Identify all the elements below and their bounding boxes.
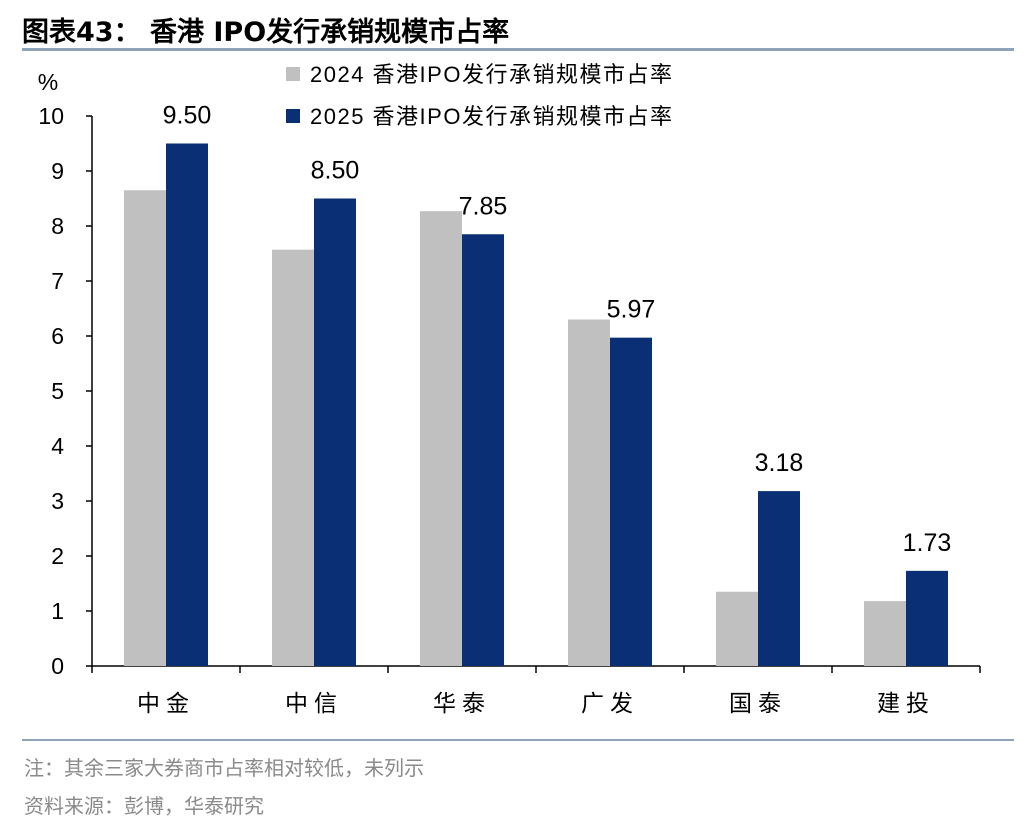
y-tick-label: 6	[51, 323, 64, 349]
legend-swatch	[286, 67, 300, 81]
footer-divider	[22, 739, 1014, 741]
legend: 2024 香港IPO发行承销规模市占率 2025 香港IPO发行承销规模市占率	[286, 62, 673, 129]
y-tick-label: 9	[51, 158, 64, 184]
bar-2025	[758, 491, 800, 666]
bar-2025	[314, 198, 356, 666]
x-tick-label: 广发	[581, 690, 639, 716]
legend-label: 2024 香港IPO发行承销规模市占率	[310, 62, 673, 87]
bar-2024	[272, 249, 314, 666]
y-tick-label: 4	[51, 433, 64, 459]
y-tick-label: 3	[51, 488, 64, 514]
bar-2024	[568, 319, 610, 666]
figure-title: 图表43： 香港 IPO发行承销规模市占率	[22, 17, 510, 48]
y-tick-label: 1	[51, 598, 64, 624]
legend-swatch	[286, 109, 300, 123]
data-label: 9.50	[163, 102, 212, 130]
x-tick-label: 华泰	[433, 690, 491, 716]
x-tick-label: 中金	[137, 690, 195, 716]
bar-2025	[610, 337, 652, 666]
x-axis: 中金 中信 华泰 广发 国泰 建投	[91, 665, 981, 716]
legend-label: 2025 香港IPO发行承销规模市占率	[310, 104, 673, 129]
title-divider	[22, 48, 1014, 51]
bar-2025	[166, 143, 208, 666]
bar-2024	[716, 591, 758, 666]
y-tick-label: 8	[51, 213, 64, 239]
x-tick-label: 国泰	[729, 690, 787, 716]
source-note: 资料来源：彭博，华泰研究	[24, 794, 264, 818]
bar-2024	[420, 211, 462, 666]
x-tick-label: 建投	[877, 690, 935, 716]
bar-2024	[864, 601, 906, 666]
y-axis: 0 1 2 3 4 5 6 7 8 9 10%	[38, 69, 93, 679]
footnote: 注：其余三家大券商市占率相对较低，未列示	[24, 756, 424, 780]
bars: 9.50 8.50 7.85 5.97 3.18 1.73	[124, 102, 952, 666]
y-tick-label: 10	[38, 103, 64, 129]
data-label: 5.97	[607, 296, 656, 324]
y-axis-label: %	[38, 69, 58, 95]
bar-2025	[462, 234, 504, 666]
data-label: 8.50	[311, 157, 360, 185]
bar-2024	[124, 190, 166, 666]
x-tick-label: 中信	[285, 690, 343, 716]
bar-chart: 0 1 2 3 4 5 6 7 8 9 10% 中金 中信 华泰 广发 国泰 建投 9.50 8.50 7.85 5…	[38, 62, 981, 716]
y-tick-label: 7	[51, 268, 64, 294]
y-tick-label: 0	[51, 653, 64, 679]
y-tick-label: 2	[51, 543, 64, 569]
bar-2025	[906, 570, 948, 666]
y-tick-label: 5	[51, 378, 64, 404]
data-label: 1.73	[903, 529, 952, 557]
data-label: 3.18	[755, 449, 804, 477]
data-label: 7.85	[459, 192, 508, 220]
